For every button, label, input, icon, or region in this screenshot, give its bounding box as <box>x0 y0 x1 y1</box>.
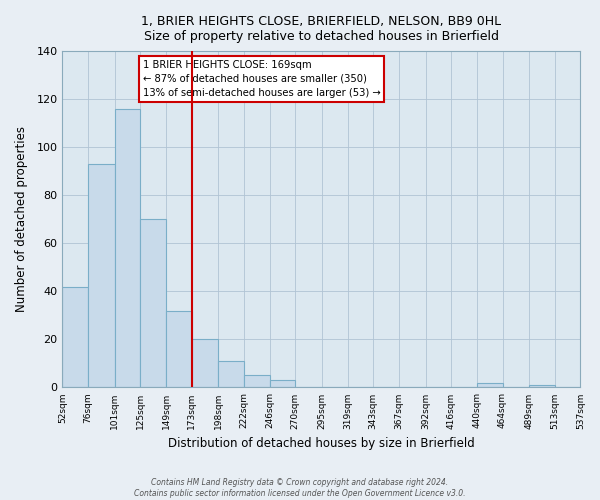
Bar <box>166 310 191 388</box>
X-axis label: Distribution of detached houses by size in Brierfield: Distribution of detached houses by size … <box>168 437 475 450</box>
Bar <box>88 164 115 388</box>
Text: 1 BRIER HEIGHTS CLOSE: 169sqm
← 87% of detached houses are smaller (350)
13% of : 1 BRIER HEIGHTS CLOSE: 169sqm ← 87% of d… <box>143 60 380 98</box>
Bar <box>529 385 555 388</box>
Bar <box>244 376 269 388</box>
Title: 1, BRIER HEIGHTS CLOSE, BRIERFIELD, NELSON, BB9 0HL
Size of property relative to: 1, BRIER HEIGHTS CLOSE, BRIERFIELD, NELS… <box>142 15 502 43</box>
Bar <box>191 340 218 388</box>
Bar <box>140 220 166 388</box>
Bar <box>218 361 244 388</box>
Bar <box>62 286 88 388</box>
Y-axis label: Number of detached properties: Number of detached properties <box>15 126 28 312</box>
Bar <box>269 380 295 388</box>
Bar <box>477 382 503 388</box>
Text: Contains HM Land Registry data © Crown copyright and database right 2024.
Contai: Contains HM Land Registry data © Crown c… <box>134 478 466 498</box>
Bar <box>115 109 140 388</box>
